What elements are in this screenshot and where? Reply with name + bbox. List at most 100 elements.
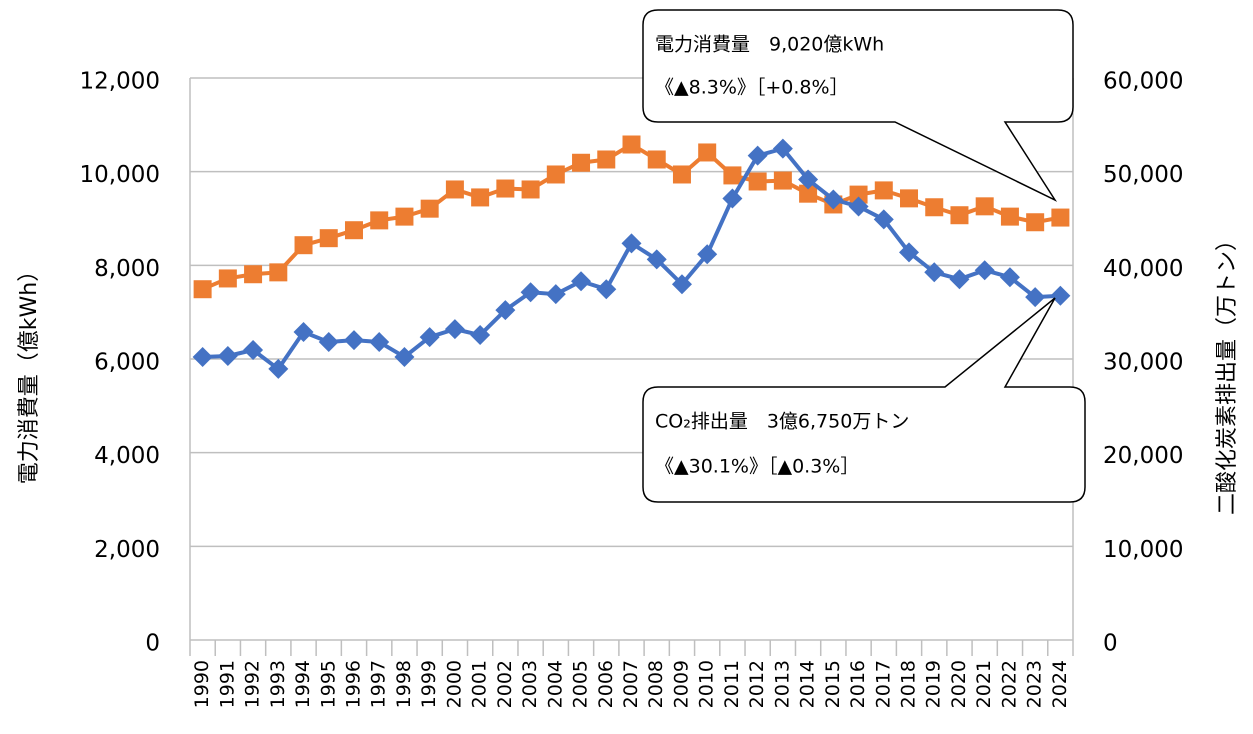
marker bbox=[1051, 208, 1070, 227]
marker bbox=[925, 198, 944, 217]
x-tick-label: 2009 bbox=[670, 660, 692, 708]
x-tick-label: 2001 bbox=[469, 660, 491, 708]
x-tick-label: 2006 bbox=[595, 660, 617, 708]
marker bbox=[621, 233, 642, 254]
y-tick-label: 12,000 bbox=[80, 69, 160, 95]
x-tick-label: 2010 bbox=[696, 660, 718, 708]
marker bbox=[873, 209, 894, 230]
marker bbox=[520, 282, 541, 303]
y2-tick-label: 30,000 bbox=[1103, 350, 1183, 376]
marker bbox=[723, 166, 742, 185]
y-tick-label: 4,000 bbox=[94, 443, 160, 469]
marker bbox=[1050, 285, 1071, 306]
marker bbox=[950, 206, 969, 225]
x-tick-label: 2013 bbox=[771, 660, 793, 708]
marker bbox=[495, 300, 516, 321]
marker bbox=[445, 180, 464, 199]
x-tick-label: 2011 bbox=[721, 660, 743, 708]
marker bbox=[344, 221, 363, 240]
marker bbox=[748, 172, 767, 191]
marker bbox=[319, 229, 338, 248]
marker bbox=[269, 263, 288, 282]
marker bbox=[572, 153, 591, 172]
x-tick-label: 2021 bbox=[973, 660, 995, 708]
x-tick-label: 2012 bbox=[746, 660, 768, 708]
x-tick-label: 1991 bbox=[216, 660, 238, 708]
marker bbox=[975, 197, 994, 216]
y2-tick-label: 0 bbox=[1103, 631, 1118, 657]
marker bbox=[697, 244, 718, 265]
marker bbox=[798, 169, 819, 190]
x-tick-label: 1994 bbox=[292, 660, 314, 708]
marker bbox=[747, 145, 768, 166]
marker bbox=[571, 271, 592, 292]
marker bbox=[1026, 213, 1045, 232]
marker bbox=[193, 280, 212, 299]
x-tick-label: 2004 bbox=[544, 660, 566, 708]
marker bbox=[823, 189, 844, 210]
marker bbox=[293, 322, 314, 343]
x-tick-label: 2020 bbox=[948, 660, 970, 708]
marker bbox=[899, 242, 920, 263]
marker bbox=[420, 199, 439, 218]
callout-box bbox=[642, 297, 1086, 503]
x-tick-label: 1998 bbox=[393, 660, 415, 708]
x-tick-label: 1990 bbox=[191, 660, 213, 708]
marker bbox=[370, 211, 389, 230]
marker bbox=[471, 188, 490, 207]
x-tick-label: 2022 bbox=[998, 660, 1020, 708]
x-tick-label: 2002 bbox=[494, 660, 516, 708]
y-tick-label: 6,000 bbox=[94, 350, 160, 376]
marker bbox=[496, 179, 515, 198]
marker bbox=[799, 184, 818, 203]
marker bbox=[849, 185, 868, 204]
marker bbox=[848, 196, 869, 217]
marker bbox=[773, 171, 792, 190]
y-tick-label: 8,000 bbox=[94, 256, 160, 282]
marker bbox=[900, 189, 919, 208]
y2-tick-label: 60,000 bbox=[1103, 69, 1183, 95]
x-tick-label: 2003 bbox=[519, 660, 541, 708]
marker bbox=[545, 284, 566, 305]
marker bbox=[722, 188, 743, 209]
x-tick-label: 1995 bbox=[317, 660, 339, 708]
x-tick-label: 2024 bbox=[1049, 660, 1071, 708]
x-tick-label: 2023 bbox=[1024, 660, 1046, 708]
x-tick-label: 2017 bbox=[872, 660, 894, 708]
marker bbox=[924, 262, 945, 283]
x-tick-label: 2016 bbox=[847, 660, 869, 708]
x-tick-label: 2007 bbox=[620, 660, 642, 708]
x-tick-label: 2015 bbox=[822, 660, 844, 708]
marker bbox=[1025, 287, 1046, 308]
marker bbox=[444, 319, 465, 340]
marker bbox=[521, 180, 540, 199]
y2-tick-label: 40,000 bbox=[1103, 256, 1183, 282]
marker bbox=[244, 265, 263, 284]
annotation: CO₂排出量 3億6,750万トン bbox=[655, 411, 909, 433]
y-tick-label: 10,000 bbox=[80, 162, 160, 188]
marker bbox=[597, 150, 616, 169]
y-axis-title: 電力消費量（億kWh） bbox=[17, 260, 42, 484]
marker bbox=[874, 181, 893, 200]
x-tick-label: 1992 bbox=[242, 660, 264, 708]
marker bbox=[318, 332, 339, 353]
x-tick-label: 2005 bbox=[570, 660, 592, 708]
marker bbox=[672, 165, 691, 184]
marker bbox=[218, 269, 237, 288]
marker bbox=[647, 150, 666, 169]
x-tick-label: 2019 bbox=[923, 660, 945, 708]
marker bbox=[268, 358, 289, 379]
annotation: 《▲30.1%》［▲0.3%］ bbox=[655, 456, 859, 478]
x-tick-label: 2014 bbox=[797, 660, 819, 708]
marker bbox=[394, 346, 415, 367]
annotation: 電力消費量 9,020億kWh bbox=[655, 34, 884, 56]
marker bbox=[217, 346, 238, 367]
x-tick-label: 1999 bbox=[418, 660, 440, 708]
callout-box bbox=[642, 9, 1074, 202]
marker bbox=[470, 325, 491, 346]
marker bbox=[243, 340, 264, 361]
y2-axis-title: 二酸化炭素排出量（万トン） bbox=[1215, 229, 1240, 515]
y2-tick-label: 50,000 bbox=[1103, 162, 1183, 188]
marker bbox=[294, 236, 313, 255]
